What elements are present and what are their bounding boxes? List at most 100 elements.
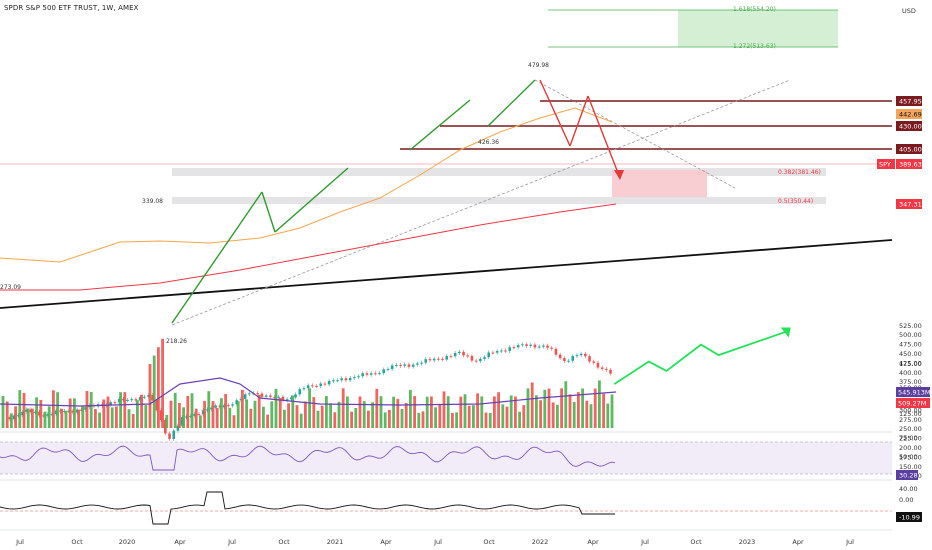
candle — [596, 362, 600, 368]
price-axis-tick: 275.00 — [899, 416, 922, 424]
volume-bar — [320, 405, 324, 428]
channel-lower-dashed — [171, 79, 791, 326]
volume-bar — [115, 406, 118, 428]
candle — [449, 356, 453, 358]
volume-bar — [312, 397, 316, 428]
candle — [25, 409, 29, 412]
volume-bar — [102, 399, 106, 428]
volume-bar — [396, 398, 400, 428]
volume-bar — [10, 413, 13, 428]
volume-bar — [593, 388, 597, 428]
volume-bar — [308, 388, 311, 428]
volume-ma-line — [0, 377, 617, 407]
volume-bar — [169, 400, 173, 428]
rsi-badge-text: 30.28 — [899, 472, 918, 480]
candle — [298, 389, 302, 395]
candle — [189, 415, 192, 417]
volume-bar — [274, 388, 278, 428]
candle — [512, 347, 516, 349]
volume-bar — [152, 355, 156, 428]
price-badge-text: 430.00 — [899, 123, 922, 131]
volume-bar — [459, 396, 463, 428]
candle — [75, 409, 79, 413]
candle — [21, 411, 24, 416]
volume-bar — [22, 392, 26, 428]
candle — [319, 383, 323, 387]
fib-05-label: 0.5(350.44) — [778, 198, 813, 205]
candle — [525, 344, 528, 346]
time-axis-label: Jul — [845, 538, 854, 546]
price-axis-tick: 425.00 — [899, 359, 922, 367]
time-axis-label: Jul — [433, 538, 442, 546]
volume-bar — [224, 394, 227, 428]
volume-bar — [94, 409, 97, 428]
volume-bar — [14, 406, 17, 428]
volume-bar — [551, 402, 555, 428]
volume-bar — [31, 408, 34, 428]
volume-bar — [413, 396, 416, 428]
volume-bar — [325, 396, 328, 428]
volume-bar — [228, 407, 232, 428]
candle — [605, 368, 608, 370]
time-axis-label: Apr — [174, 538, 186, 546]
candle — [260, 393, 264, 397]
volume-bar — [497, 392, 500, 428]
volume-bar — [26, 408, 30, 428]
volume-bar — [509, 395, 513, 428]
candle — [8, 417, 12, 420]
candle — [29, 409, 33, 413]
price-badge — [896, 109, 922, 119]
candle — [138, 396, 142, 401]
volume-bar — [291, 395, 295, 428]
volume-bar — [5, 401, 9, 428]
volume-bar — [392, 396, 395, 428]
volume-bar — [451, 412, 454, 428]
volume-bar — [304, 401, 307, 428]
rsi-badge — [896, 470, 918, 480]
trend-segment — [171, 191, 263, 324]
candle — [290, 397, 293, 400]
volume-bar — [123, 392, 127, 428]
chart-title: SPDR S&P 500 ETF TRUST, 1W, AMEX — [4, 4, 139, 12]
volume-bar — [211, 401, 215, 428]
candle — [172, 430, 176, 439]
volume-bar — [77, 409, 80, 428]
candle — [54, 410, 58, 415]
volume-bar — [476, 393, 479, 428]
fib-05-zone — [172, 197, 826, 204]
volume-bar — [501, 404, 505, 428]
swing-label: 426.36 — [478, 139, 499, 146]
candle — [46, 414, 50, 416]
candle — [17, 415, 20, 417]
candle — [567, 360, 570, 362]
candle — [231, 404, 234, 406]
candle — [374, 373, 377, 375]
candle — [67, 410, 71, 412]
volume-bar — [161, 338, 164, 428]
candle — [453, 353, 457, 357]
candle — [38, 411, 41, 416]
price-badge — [896, 159, 922, 169]
candle — [143, 396, 146, 398]
candle — [407, 364, 411, 367]
candle — [558, 354, 562, 359]
candle — [185, 416, 188, 418]
volume-bar — [98, 412, 101, 428]
price-axis-tick: 450.00 — [899, 350, 922, 358]
candle — [542, 345, 545, 347]
candle — [277, 396, 281, 398]
volume-bar — [333, 412, 337, 428]
candle — [483, 357, 486, 359]
candle — [273, 396, 276, 398]
candle — [323, 383, 327, 385]
volume-bar — [572, 401, 576, 428]
volume-bar — [514, 396, 517, 428]
volume-bar — [346, 396, 349, 428]
volume-bar — [606, 403, 610, 428]
price-axis-tick: 300.00 — [899, 406, 922, 414]
candle — [466, 355, 470, 357]
candle — [504, 350, 507, 352]
volume-bar — [253, 400, 257, 428]
candle — [122, 399, 125, 401]
